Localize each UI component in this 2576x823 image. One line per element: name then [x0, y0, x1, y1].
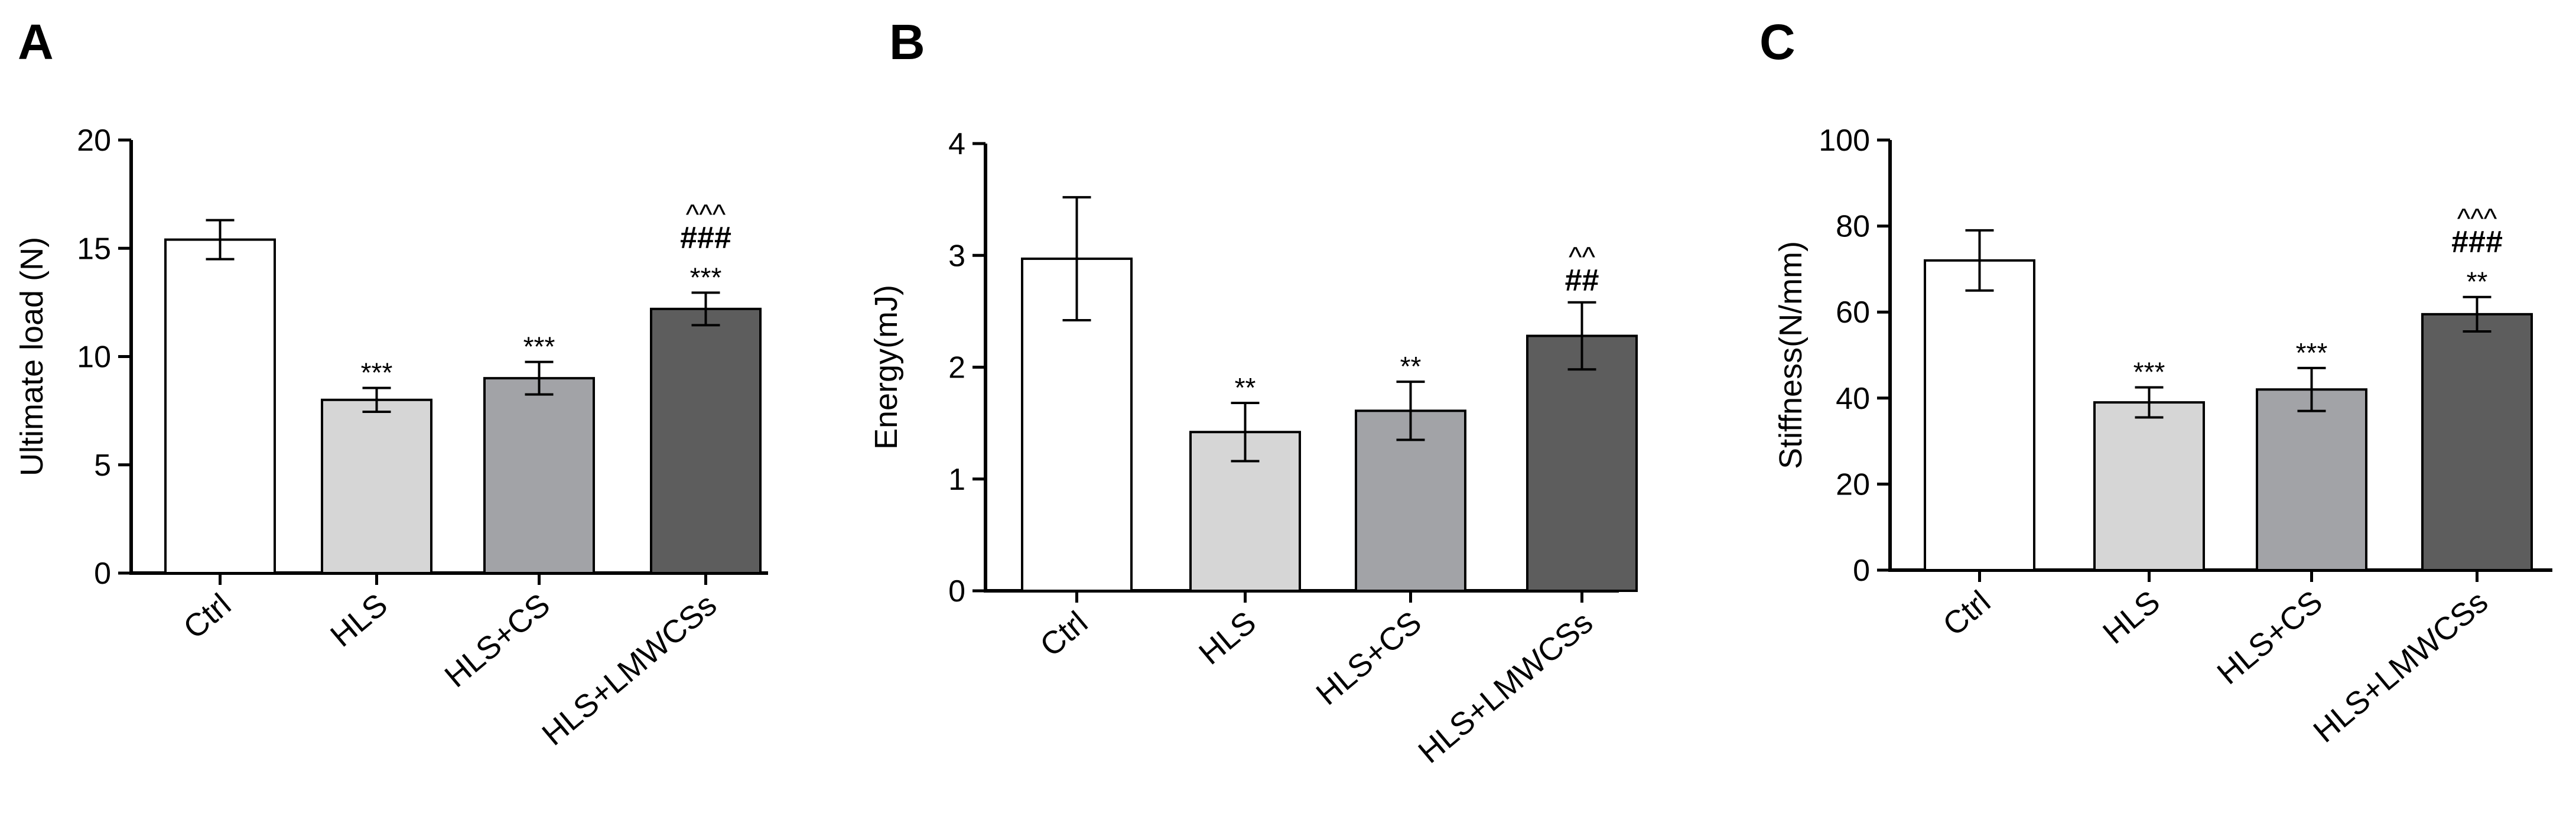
significance-marker: ^^^	[686, 199, 726, 230]
significance-marker: **	[2467, 266, 2488, 297]
bar-hls	[321, 398, 432, 574]
chart-panel-a: A 0 5 10 15 20 Ultimate load (N) Ctrl HLS *** HLS+…	[14, 14, 768, 753]
significance-marker: ###	[680, 220, 731, 255]
y-tick-label: 80	[1836, 210, 1870, 244]
category-label: HLS	[2096, 584, 2167, 650]
bar-hls-lmwcss	[1526, 334, 1638, 592]
bar-hls	[2093, 401, 2205, 572]
y-tick-label: 40	[1836, 382, 1870, 416]
bar-hls-lmwcss	[2421, 313, 2533, 572]
category-label: Ctrl	[1936, 584, 1997, 643]
category-label: Ctrl	[177, 587, 238, 646]
category-label: HLS	[1192, 604, 1263, 671]
y-axis-label: Stiffness(N/mm)	[1773, 241, 1809, 469]
bar-ctrl	[1924, 259, 2035, 571]
y-tick-label: 20	[1836, 467, 1870, 502]
panel-letter: A	[18, 14, 54, 70]
y-tick-label: 3	[948, 239, 965, 273]
bar-ctrl	[1021, 257, 1133, 592]
y-tick-label: 100	[1819, 123, 1870, 158]
bar-ctrl	[164, 238, 276, 574]
significance-marker: ***	[2296, 337, 2328, 368]
significance-marker: **	[1235, 372, 1256, 403]
category-label: HLS+LMWCSs	[1411, 604, 1599, 770]
chart-panel-b: B 0 1 2 3 4 Energy(mJ) Ctrl HLS ** HLS+CS ** HLS+LMW…	[869, 14, 1638, 770]
category-label: HLS+CS	[2211, 584, 2330, 691]
panel-letter: C	[1759, 14, 1796, 70]
y-axis-label: Ultimate load (N)	[14, 237, 50, 476]
significance-marker: ***	[2133, 357, 2165, 388]
significance-marker: ***	[523, 331, 555, 362]
y-tick-label: 0	[1853, 554, 1870, 588]
significance-marker: ***	[690, 262, 722, 292]
y-axis-label: Energy(mJ)	[869, 285, 904, 450]
significance-marker: ^^	[1569, 242, 1596, 274]
y-tick-label: 60	[1836, 295, 1870, 330]
y-tick-label: 15	[77, 232, 111, 266]
bar-hls-cs	[483, 377, 595, 575]
category-label: HLS+CS	[438, 587, 557, 694]
significance-marker: ***	[361, 357, 393, 388]
chart-panel-c: C 0 20 40 60 80 100 Stiffness(N/mm) Ctrl HLS *** HL…	[1759, 14, 2552, 750]
category-label: HLS+LMWCSs	[2307, 584, 2494, 749]
category-label: HLS	[324, 587, 394, 653]
y-tick-label: 2	[948, 351, 965, 385]
y-tick-label: 10	[77, 340, 111, 375]
y-tick-label: 20	[77, 123, 111, 158]
significance-marker: ###	[2451, 225, 2503, 259]
bar-hls-cs	[2256, 388, 2367, 571]
y-tick-label: 5	[94, 448, 111, 483]
y-tick-label: 1	[948, 463, 965, 497]
significance-marker: ##	[1565, 264, 1599, 298]
category-label: HLS+LMWCSs	[535, 587, 723, 752]
panel-letter: B	[889, 14, 925, 70]
category-label: HLS+CS	[1310, 604, 1429, 712]
y-tick-label: 0	[948, 574, 965, 609]
significance-marker: ^^^	[2457, 204, 2497, 235]
significance-marker: **	[1400, 351, 1422, 382]
y-tick-label: 4	[948, 127, 965, 161]
category-label: Ctrl	[1033, 604, 1094, 663]
bar-hls-lmwcss	[650, 307, 762, 574]
y-tick-label: 0	[94, 557, 111, 591]
